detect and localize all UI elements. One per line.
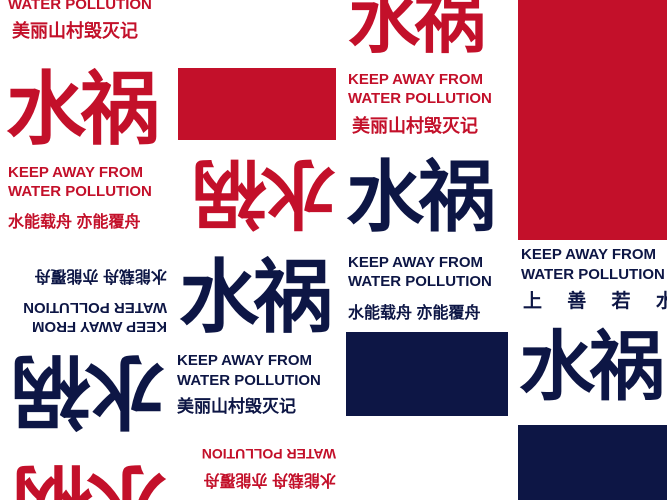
tile-col1-top: WATER POLLUTION 美丽山村毁灭记	[0, 0, 175, 60]
tile-col2-red-flipped: 水祸	[175, 145, 340, 235]
cn-tagline: 美丽山村毁灭记	[352, 116, 478, 136]
slogan-line2: WATER POLLUTION	[201, 446, 336, 462]
cn-tagline: 水能载舟 亦能覆舟	[34, 267, 167, 284]
tile-col1-bottom-flipped: 水祸	[0, 455, 175, 500]
glyph-title: 水祸	[348, 0, 486, 62]
glyph-title: 水祸	[17, 346, 165, 435]
tile-col2-navy: 水祸 KEEP AWAY FROM WATER POLLUTION 美丽山村毁灭…	[175, 250, 340, 430]
slogan-line1: KEEP AWAY FROM	[348, 71, 484, 88]
tile-col3-red: 水祸 KEEP AWAY FROM WATER POLLUTION 美丽山村毁灭…	[340, 0, 515, 150]
tile-col2-bottom-flipped: 水能载舟 亦能覆舟 WATER POLLUTION	[175, 445, 340, 500]
tile-col3-navy: 水祸 KEEP AWAY FROM WATER POLLUTION 水能载舟 亦…	[340, 150, 515, 330]
glyph-title: 水祸	[19, 456, 167, 500]
glyph-title: 水祸	[346, 153, 496, 241]
slogan-line2: WATER POLLUTION	[8, 183, 152, 200]
glyph-title: 水祸	[197, 151, 336, 235]
glyph-title: 水祸	[519, 325, 665, 410]
slogan-line1: KEEP AWAY FROM	[31, 318, 167, 335]
red-block	[178, 68, 336, 140]
slogan-line2: WATER POLLUTION	[348, 273, 492, 290]
slogan-line2: WATER POLLUTION	[177, 372, 321, 389]
tile-col1-navy-flipped: 水祸 KEEP AWAY FROM WATER POLLUTION 水能载舟 亦…	[0, 250, 175, 450]
slogan-line1: KEEP AWAY FROM	[348, 254, 484, 271]
navy-block	[346, 332, 508, 416]
tile-col4-navy: KEEP AWAY FROM WATER POLLUTION 上 善 若 水 水…	[515, 240, 667, 425]
red-block	[518, 0, 667, 240]
glyph-title: 水祸	[179, 253, 333, 342]
glyph-title: 水祸	[6, 65, 160, 154]
cn-tagline: 水能载舟 亦能覆舟	[348, 305, 481, 322]
cn-tagline: 上 善 若 水	[523, 291, 667, 312]
cn-tagline: 美丽山村毁灭记	[177, 397, 296, 416]
slogan-line2: WATER POLLUTION	[521, 266, 665, 283]
slogan-line1: KEEP AWAY FROM	[177, 352, 313, 369]
slogan-line1: KEEP AWAY FROM	[521, 246, 657, 263]
cn-tagline: 水能载舟 亦能覆舟	[203, 471, 336, 488]
tile-col1-red: 水祸 KEEP AWAY FROM WATER POLLUTION 水能载舟 亦…	[0, 62, 175, 242]
navy-block	[518, 425, 667, 500]
cn-tagline: 美丽山村毁灭记	[12, 21, 138, 41]
slogan-line2: WATER POLLUTION	[8, 0, 152, 13]
slogan-line2: WATER POLLUTION	[23, 299, 167, 316]
cn-tagline: 水能载舟 亦能覆舟	[8, 214, 141, 231]
slogan-line1: KEEP AWAY FROM	[8, 164, 144, 181]
slogan-line2: WATER POLLUTION	[348, 90, 492, 107]
